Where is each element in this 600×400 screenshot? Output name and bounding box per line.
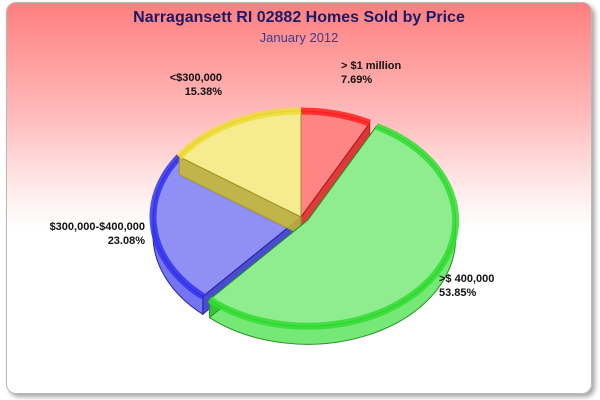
chart-subtitle: January 2012 <box>259 30 339 45</box>
label-300k-400k-value: 23.08% <box>107 235 145 247</box>
label-over-400k-name: >$ 400,000 <box>439 273 495 285</box>
slice-400-000 <box>207 123 460 345</box>
label-over-400k: >$ 400,000 53.85% <box>439 272 494 300</box>
label-over-400k-value: 53.85% <box>439 287 477 299</box>
label-over-1-million-value: 7.69% <box>341 74 373 86</box>
label-over-1-million: > $1 million 7.69% <box>341 59 401 87</box>
label-300k-400k: $300,000-$400,000 23.08% <box>27 220 145 248</box>
label-under-300k-name: <$300,000 <box>169 72 222 84</box>
slice-rim-300-000-400-000 <box>149 154 205 300</box>
label-over-1-million-name: > $1 million <box>341 60 402 72</box>
chart-title: Narragansett RI 02882 Homes Sold by Pric… <box>133 9 465 26</box>
chart-frame: Narragansett RI 02882 Homes Sold by Pric… <box>6 2 592 394</box>
pie-chart <box>149 107 460 345</box>
label-under-300k-value: 15.38% <box>184 86 222 98</box>
slice-rim-300-000 <box>176 107 302 160</box>
slice-rim-1-million <box>300 107 371 127</box>
pie-layer <box>149 107 460 345</box>
label-300k-400k-name: $300,000-$400,000 <box>49 221 145 233</box>
slice-rim-400-000 <box>207 123 460 330</box>
label-under-300k: <$300,000 15.38% <box>152 71 222 99</box>
slice-300-000 <box>176 107 302 236</box>
